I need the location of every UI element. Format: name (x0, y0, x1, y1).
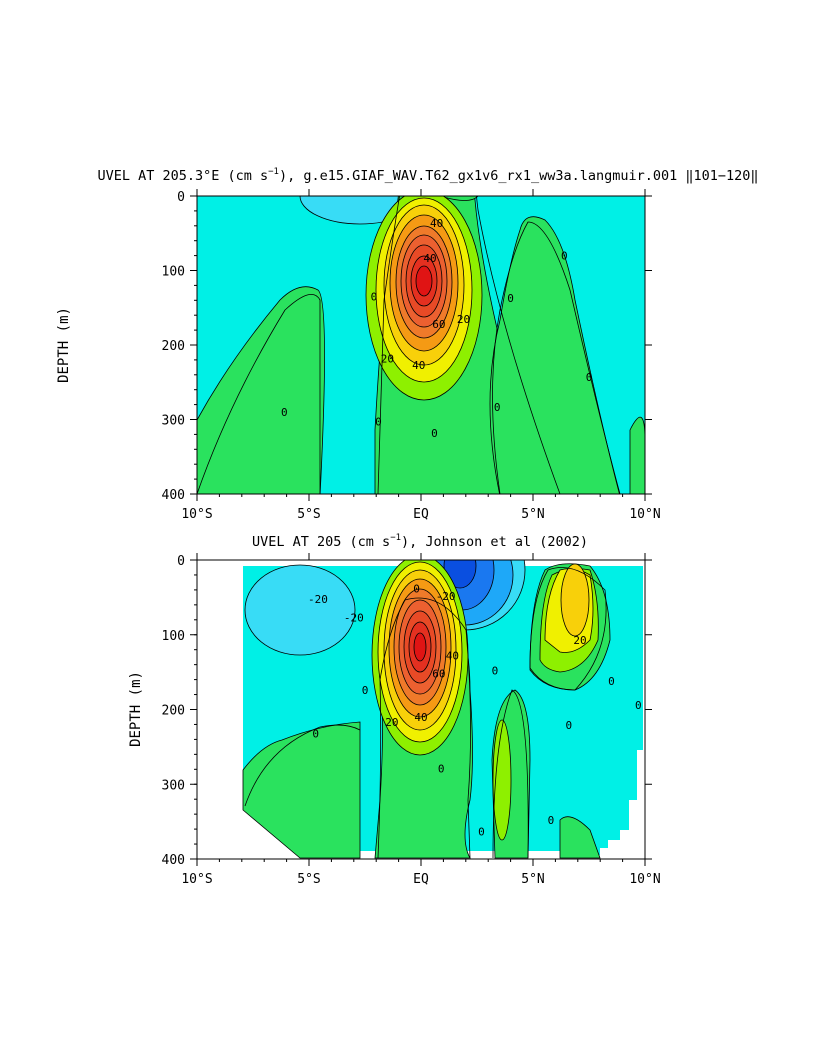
panel-title: UVEL AT 205.3°E (cm s−1), g.e15.GIAF_WAV… (97, 167, 758, 184)
contour-label: 0 (635, 699, 642, 712)
contour-label: 20 (573, 634, 586, 647)
contour-layer (242, 560, 611, 859)
x-tick-label: 10°N (629, 507, 660, 522)
contour-layer (197, 196, 645, 494)
contour-label: 0 (608, 675, 615, 688)
panel-observations: UVEL AT 205 (cm s−1), Johnson et al (200… (128, 533, 661, 887)
contour-line (492, 221, 621, 494)
contour-label: 0 (375, 416, 382, 429)
panel-model: UVEL AT 205.3°E (cm s−1), g.e15.GIAF_WAV… (56, 167, 759, 522)
contour-band (415, 265, 433, 297)
y-axis-label: DEPTH (m) (128, 671, 144, 747)
contour-label: 60 (432, 668, 445, 681)
contour-band (413, 632, 427, 662)
contour-label: -20 (436, 590, 456, 603)
contour-label: 20 (385, 716, 398, 729)
x-tick-label: 10°S (181, 872, 212, 887)
contour-band (629, 416, 645, 494)
contour-label: 0 (413, 582, 420, 595)
contour-line (197, 293, 321, 494)
contour-label: 20 (457, 313, 470, 326)
y-tick-label: 100 (162, 265, 185, 280)
x-tick-label: 10°S (181, 507, 212, 522)
contour-labels: 40 0 40 0 0 20 60 20 40 0 0 0 0 0 (281, 217, 593, 440)
contour-label: 0 (362, 684, 369, 697)
y-tick-label: 200 (162, 339, 185, 354)
contour-label: 0 (431, 427, 438, 440)
contour-band (197, 286, 325, 494)
x-tick-label: 10°N (629, 872, 660, 887)
y-axis-label: DEPTH (m) (56, 307, 72, 383)
contour-label: 0 (561, 250, 568, 263)
contour-line (492, 689, 529, 859)
contour-label: 0 (507, 292, 514, 305)
contour-label: 40 (446, 650, 459, 663)
y-tick-label: 400 (162, 853, 185, 868)
contour-label: 0 (371, 291, 378, 304)
contour-label: 60 (432, 318, 445, 331)
contour-label: 0 (438, 763, 445, 776)
contour-band (244, 564, 356, 656)
y-tick-label: 300 (162, 414, 185, 429)
x-tick-label: EQ (413, 507, 429, 522)
x-tick-label: 5°N (521, 507, 544, 522)
contour-label: 0 (566, 719, 573, 732)
contour-band (492, 719, 512, 841)
contour-label: 40 (412, 359, 425, 372)
contour-label: 20 (381, 352, 394, 365)
contour-band (560, 563, 590, 637)
y-tick-label: 0 (177, 190, 185, 205)
contour-label: 0 (312, 727, 319, 740)
contour-label: 0 (492, 665, 499, 678)
contour-label: 0 (494, 401, 501, 414)
contour-line (529, 567, 607, 691)
contour-line (244, 724, 361, 807)
contour-label: 40 (430, 217, 443, 230)
contour-label: 0 (548, 814, 555, 827)
x-tick-label: 5°S (297, 872, 320, 887)
y-tick-label: 0 (177, 554, 185, 569)
y-tick-label: 100 (162, 629, 185, 644)
contour-label: 0 (586, 371, 593, 384)
contour-band (559, 816, 601, 859)
contour-band (242, 721, 361, 859)
x-tick-label: 5°S (297, 507, 320, 522)
contour-label: 0 (281, 406, 288, 419)
contour-line (377, 597, 471, 859)
contour-label: 40 (414, 711, 427, 724)
contour-label: 40 (423, 252, 436, 265)
x-tick-label: 5°N (521, 872, 544, 887)
y-tick-label: 400 (162, 488, 185, 503)
panel-title: UVEL AT 205 (cm s−1), Johnson et al (200… (252, 533, 588, 550)
y-tick-label: 300 (162, 778, 185, 793)
contour-label: -20 (308, 593, 328, 606)
contour-line (377, 196, 561, 494)
contour-labels: 0 -20 -20 -20 20 40 0 60 0 0 0 40 20 0 0 0 0 0 (308, 582, 642, 838)
contour-label: -20 (344, 612, 364, 625)
x-tick-label: EQ (413, 872, 429, 887)
y-tick-label: 200 (162, 704, 185, 719)
contour-label: 0 (478, 825, 485, 838)
